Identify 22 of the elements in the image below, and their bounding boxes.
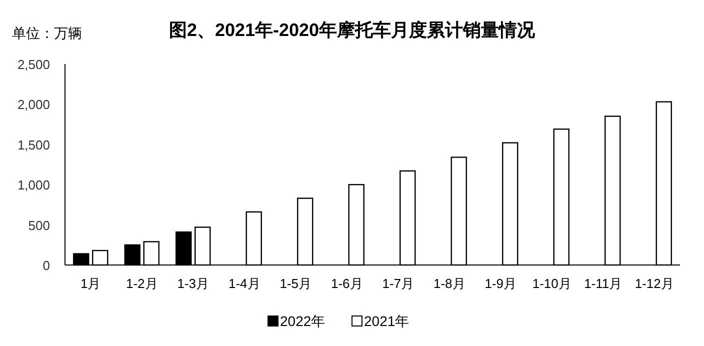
- x-tick-label: 1-7月: [382, 276, 414, 291]
- x-tick-label: 1-9月: [484, 276, 517, 291]
- y-tick-label: 500: [28, 218, 50, 233]
- x-tick-label: 1-11月: [584, 276, 622, 291]
- x-tick-label: 1-8月: [433, 276, 466, 291]
- x-tick-label: 1-6月: [330, 276, 363, 291]
- y-tick-label: 1,500: [17, 137, 50, 152]
- y-tick-label: 1,000: [17, 178, 50, 193]
- legend-label: 2022年: [280, 313, 326, 329]
- x-tick-label: 1-10月: [532, 276, 572, 291]
- legend-label: 2021年: [364, 313, 410, 329]
- x-tick-label: 1-3月: [177, 276, 210, 291]
- x-tick-label: 1-5月: [280, 276, 312, 291]
- x-tick-label: 1月: [80, 276, 101, 291]
- y-tick-label: 2,500: [17, 57, 50, 72]
- x-tick-label: 1-2月: [126, 276, 158, 291]
- y-tick-label: 2,000: [17, 97, 50, 112]
- x-tick-label: 1-12月: [634, 276, 674, 291]
- y-tick-label: 0: [42, 258, 50, 273]
- chart-title: 图2、2021年-2020年摩托车月度累计销量情况: [168, 20, 536, 40]
- text: 单位：万辆: [12, 25, 82, 41]
- x-tick-label: 1-4月: [228, 276, 260, 291]
